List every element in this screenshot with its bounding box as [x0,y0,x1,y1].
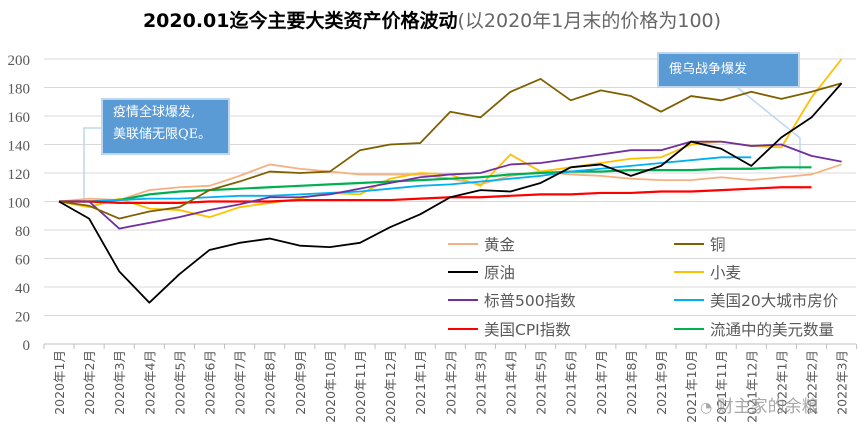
x-tick-label: 2020年7月 [233,350,248,415]
y-tick-label: 60 [15,253,30,269]
x-tick-label: 2021年8月 [624,350,639,415]
y-tick-label: 40 [15,281,30,297]
series-line-0 [58,163,842,203]
x-tick-label: 2020年5月 [172,350,187,415]
series-line-2 [58,82,843,304]
x-tick-label: 2022年3月 [835,350,850,415]
y-tick-label: 160 [8,110,31,126]
annotation-war: 俄乌战争爆发 [657,52,800,88]
wechat-icon: ◔ [700,400,717,416]
x-tick-label: 2022年1月 [774,350,789,415]
x-tick-label: 2020年6月 [203,350,218,415]
legend-label: 黄金 [484,236,516,254]
x-tick-label: 2021年1月 [413,350,428,415]
annotation-covid-line2: 美联储无限QE。 [113,127,212,142]
chart-title: 2020.01迄今主要大类资产价格波动(以2020年1月末的价格为100) [0,6,864,33]
y-tick-label: 100 [8,196,31,212]
y-tick-label: 200 [8,53,31,69]
x-tick-label: 2020年12月 [383,350,398,423]
x-tick-label: 2020年1月 [52,350,67,415]
x-tick-label: 2021年11月 [714,350,729,423]
series-line-4 [59,140,842,230]
x-tick-label: 2021年10月 [684,350,699,423]
legend-label: 标普500指数 [484,292,576,310]
x-tick-label: 2021年9月 [654,350,669,415]
legend-label: 原油 [484,264,515,282]
x-tick-label: 2020年8月 [263,350,278,415]
x-tick-label: 2020年10月 [323,350,338,423]
annotation-connector [737,87,801,170]
annotation-war-line1: 俄乌战争爆发 [669,62,748,77]
x-tick-label: 2021年5月 [534,350,549,415]
annotation-connector [83,127,101,203]
annotation-covid: 疫情全球爆发, 美联储无限QE。 [101,98,230,155]
legend-label: 流通中的美元数量 [710,321,834,339]
legend-label: 美国CPI指数 [484,321,571,339]
x-tick-label: 2020年4月 [142,350,157,415]
x-tick-label: 2021年4月 [504,350,519,415]
x-tick-label: 2021年12月 [744,350,759,423]
title-subtitle: (以2020年1月末的价格为100) [457,10,722,32]
x-tick-label: 2021年6月 [564,350,579,415]
x-tick-label: 2021年3月 [473,350,488,415]
x-tick-label: 2020年2月 [82,350,97,415]
y-tick-label: 20 [15,310,30,326]
x-tick-label: 2020年9月 [293,350,308,415]
annotation-covid-line1: 疫情全球爆发, [113,105,196,120]
y-tick-label: 80 [15,224,30,240]
series-line-1 [58,78,842,220]
series-line-5 [59,156,752,203]
x-tick-label: 2022年2月 [805,350,820,415]
watermark: ◔ 财主家的余粮 [700,397,819,417]
y-tick-label: 140 [8,139,31,155]
x-tick-label: 2020年11月 [353,350,368,423]
y-tick-label: 180 [8,82,31,98]
y-tick-label: 0 [23,338,31,354]
title-main: 2020.01迄今主要大类资产价格波动 [142,10,458,32]
series-line-6 [59,186,812,205]
x-tick-label: 2020年3月 [112,350,127,415]
series-line-7 [59,166,812,203]
y-tick-label: 120 [8,167,31,183]
legend-label: 小麦 [710,264,741,282]
legend-label: 美国20大城市房价 [710,292,839,310]
x-tick-label: 2021年7月 [594,350,609,415]
x-tick-label: 2021年2月 [443,350,458,415]
legend-label: 铜 [710,236,726,254]
